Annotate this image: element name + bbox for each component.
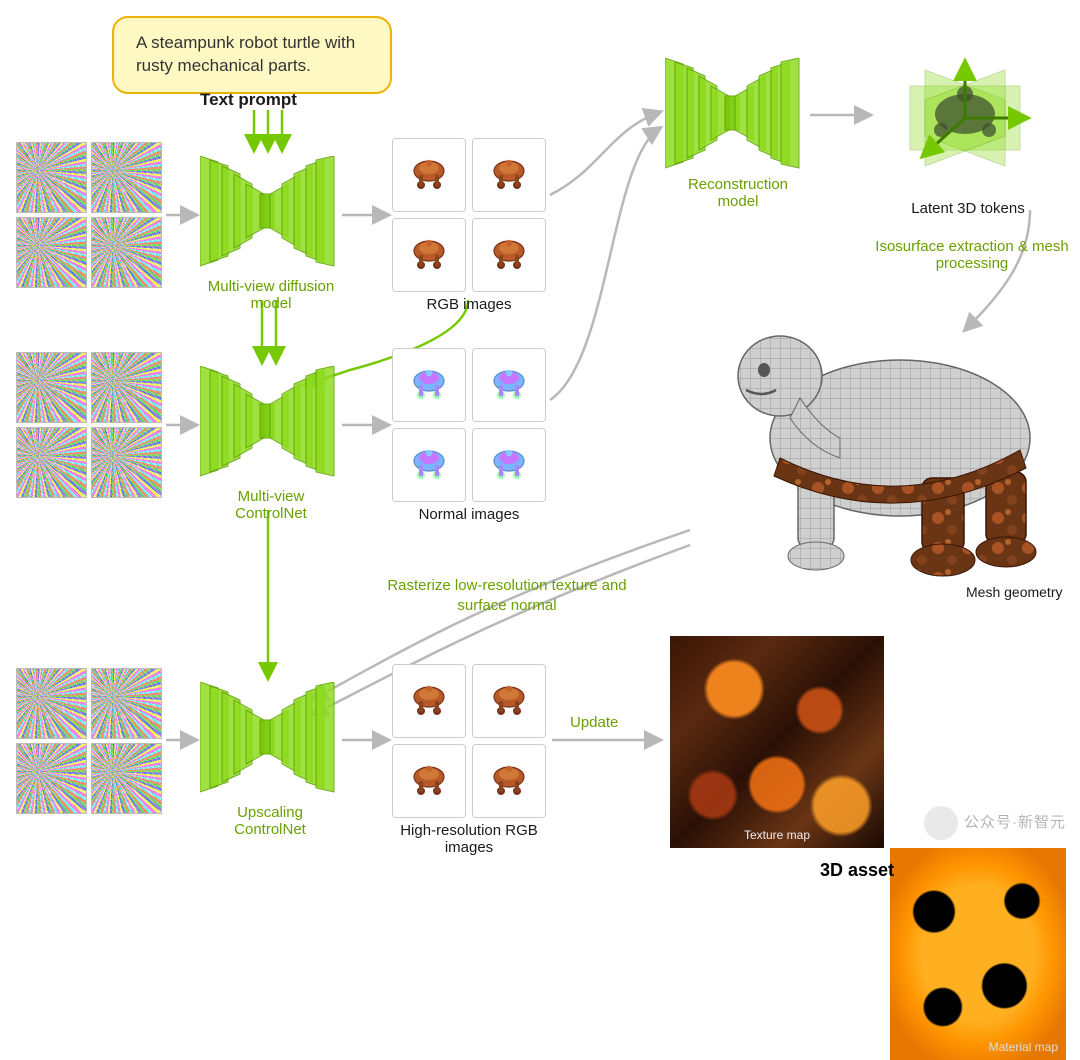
normal-image-cell [392,428,466,502]
hires-image-cell [472,744,546,818]
noise-cell [91,743,162,814]
noise-cell [91,427,162,498]
model-reconstruction [665,58,805,178]
update-label: Update [570,714,618,731]
model-multiview-diffusion [200,156,340,276]
noise-grid-2 [16,352,162,498]
noise-cell [91,217,162,288]
rasterize-label: Rasterize low-resolution texture and sur… [382,576,632,615]
noise-grid-3 [16,668,162,814]
texture-map-label: Texture map [744,828,810,842]
noise-cell [16,668,87,739]
text-prompt-content: A steampunk robot turtle with rusty mech… [136,33,355,75]
watermark-icon [924,806,958,840]
text-prompt-label: Text prompt [200,90,297,110]
mesh-geometry-glyph [690,298,1060,598]
normal-image-cell [392,348,466,422]
noise-cell [91,142,162,213]
noise-cell [16,217,87,288]
noise-grid-1 [16,142,162,288]
model3-label: Upscaling ControlNet [210,804,330,838]
watermark: 公众号·新智元 [924,806,1066,840]
hires-image-cell [392,664,466,738]
normal-image-cell [472,348,546,422]
rgb-image-cell [472,138,546,212]
mesh-label: Mesh geometry [966,584,1076,600]
model1-label: Multi-view diffusion model [196,278,346,312]
noise-cell [91,352,162,423]
normal-image-cell [472,428,546,502]
normal-images-grid [392,348,546,502]
asset-label: 3D asset [820,860,940,881]
hires-label: High-resolution RGB images [392,822,546,856]
text-prompt-box: A steampunk robot turtle with rusty mech… [112,16,392,94]
latent-label: Latent 3D tokens [888,200,1048,217]
noise-cell [16,142,87,213]
rgb-image-cell [472,218,546,292]
rgb-label: RGB images [392,296,546,313]
latent-3d-tokens-glyph [880,38,1050,198]
hires-images-grid [392,664,546,818]
hires-image-cell [392,744,466,818]
rgb-image-cell [392,218,466,292]
normal-label: Normal images [392,506,546,523]
iso-label: Isosurface extraction & mesh processing [872,238,1072,272]
rgb-image-cell [392,138,466,212]
model-upscaling-controlnet [200,682,340,802]
noise-cell [16,427,87,498]
material-map-label: Material map [989,1040,1058,1054]
texture-map: Texture map [670,636,884,848]
noise-cell [16,352,87,423]
rgb-images-grid [392,138,546,292]
noise-cell [91,668,162,739]
model2-label: Multi-view ControlNet [206,488,336,522]
hires-image-cell [472,664,546,738]
model-multiview-controlnet [200,366,340,486]
model4-label: Reconstruction model [678,176,798,210]
noise-cell [16,743,87,814]
